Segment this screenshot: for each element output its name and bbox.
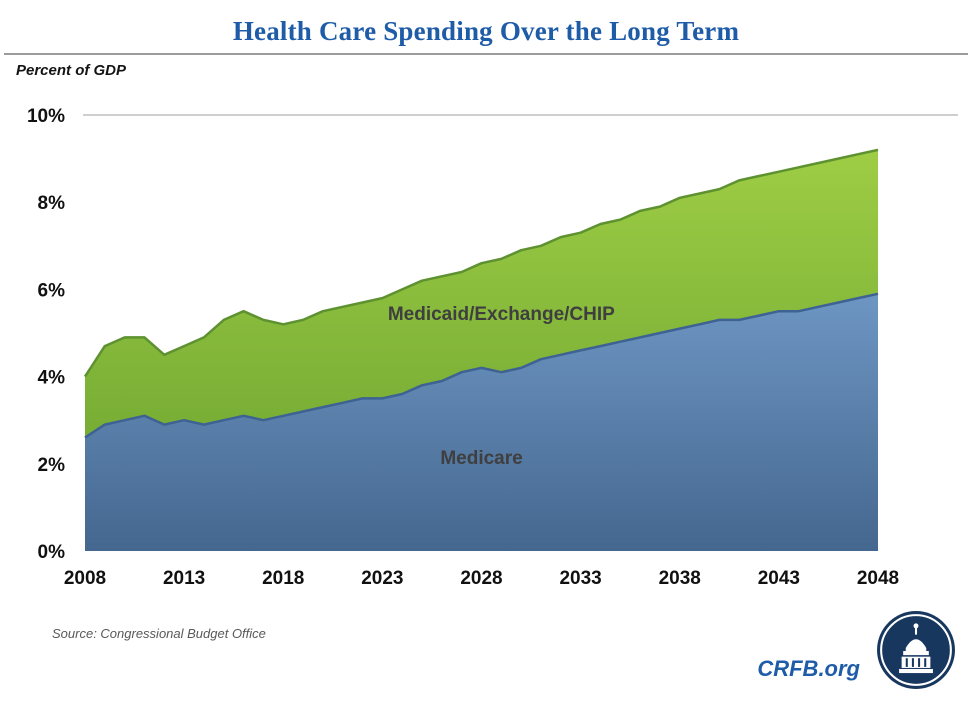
x-axis-tick-label: 2033	[559, 568, 601, 589]
series-label: Medicare	[440, 448, 522, 469]
brand-text: CRFB.org	[757, 656, 860, 681]
source-note: Source: Congressional Budget Office	[52, 626, 266, 641]
x-axis-tick-label: 2023	[361, 568, 403, 589]
y-axis-tick-label: 8%	[38, 193, 66, 214]
y-axis-tick-label: 2%	[38, 455, 66, 476]
x-axis-tick-label: 2048	[857, 568, 899, 589]
stacked-area-chart: 0% 2% 4% 6% 8% 10% 2008 2013 2018 2023 2028 2033 203…	[27, 106, 958, 589]
medicare-area	[85, 293, 878, 551]
x-axis-tick-label: 2013	[163, 568, 205, 589]
x-axis-tick-label: 2038	[659, 568, 701, 589]
medicaid-top-line	[83, 148, 879, 378]
capitol-dome-icon	[877, 611, 955, 689]
medicare-top-line	[84, 292, 879, 439]
chart-title: Health Care Spending Over the Long Term	[232, 16, 740, 46]
y-axis-title: Percent of GDP	[16, 62, 127, 79]
y-axis-tick-label: 6%	[38, 280, 66, 301]
series-label: Medicaid/Exchange/CHIP	[388, 304, 615, 325]
x-axis-tick-label: 2008	[64, 568, 106, 589]
x-axis-tick-label: 2043	[758, 568, 800, 589]
title-divider	[4, 53, 968, 55]
x-axis-tick-label: 2018	[262, 568, 304, 589]
x-axis-tick-label: 2028	[460, 568, 502, 589]
y-axis-tick-label: 10%	[27, 106, 65, 127]
y-axis-tick-label: 0%	[38, 542, 66, 563]
y-axis-tick-label: 4%	[38, 368, 66, 389]
